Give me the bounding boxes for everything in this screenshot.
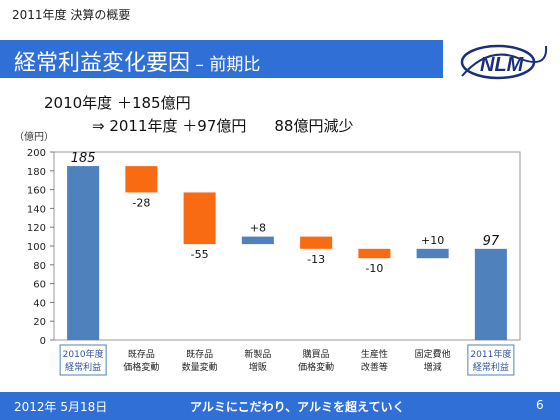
y-tick-label: 80 [33,261,46,272]
decrease-bar [125,166,158,193]
total-bar [67,166,100,340]
logo-text: NLM [480,54,525,76]
category-label: 数量変動 [182,361,218,373]
category-label: 新製品 [244,348,271,360]
y-axis-unit: （億円） [14,132,54,143]
category-label: 経常利益 [65,361,101,373]
data-label: -28 [132,196,150,209]
category-label: 価格変動 [298,361,334,373]
category-label: 増販 [249,361,267,373]
summary-2011-value: ⇒ 2011年度 ＋97億円 [92,117,247,135]
data-label: 185 [71,151,96,166]
category-label: 既存品 [186,348,213,360]
y-tick-label: 20 [33,317,46,328]
plot-area [53,151,521,341]
increase-bar [241,236,274,245]
data-label: -10 [365,262,383,275]
page-title-sub: – 前期比 [190,55,261,75]
page-title-main: 経常利益変化要因 [14,51,191,76]
data-label: +8 [250,222,266,235]
waterfall-chart: 0 20 40 60 80 100 120 140 160 180 200 185 -28 -55 +8 -… [27,148,521,376]
category-label: 2011年度 [470,348,511,360]
total-bar [474,248,507,340]
y-tick-label: 160 [27,186,46,197]
category-label-box [467,344,515,376]
y-tick-label: 0 [40,336,46,347]
decrease-bar [183,192,216,245]
category-label: 既存品 [128,348,155,360]
data-label: +10 [421,234,444,247]
category-label: 購買品 [303,348,330,360]
increase-bar [416,248,449,259]
decrease-bar [300,236,333,249]
category-label: 経常利益 [473,361,509,373]
title-bar: 経常利益変化要因 – 前期比 [0,40,443,78]
footer-bar [0,392,560,420]
category-label: 固定費他 [415,348,451,360]
top-caption: 2011年度 決算の概要 [12,8,131,22]
y-tick-label: 60 [33,280,46,291]
category-label: 増減 [424,361,442,373]
data-label: -13 [307,253,325,266]
summary-decrease: 88億円減少 [274,117,354,135]
decrease-bar [358,248,391,259]
summary-line-2010: 2010年度 ＋185億円 [44,94,191,112]
page-title: 経常利益変化要因 – 前期比 [14,45,260,77]
page-number: 6 [536,398,544,412]
category-label-box [59,344,107,376]
y-tick-label: 140 [27,204,46,215]
category-label: 2010年度 [63,348,104,360]
y-tick-label: 100 [27,242,46,253]
category-label: 改善等 [361,361,388,373]
y-tick-label: 200 [27,148,46,159]
logo-swoosh [461,45,548,77]
y-tick-label: 40 [33,298,46,309]
data-label: 97 [483,234,500,249]
category-label: 価格変動 [123,361,159,373]
category-label: 生産性 [361,348,388,360]
summary-line-2011: ⇒ 2011年度 ＋97億円 88億円減少 [92,115,353,136]
footer-date: 2012年 5月18日 [14,400,108,414]
company-logo-graphic: NLM [460,44,548,80]
y-tick-label: 180 [27,167,46,178]
company-logo: NLM [458,38,550,84]
footer-slogan: アルミにこだわり、アルミを超えていく [190,400,405,414]
data-label: -55 [191,248,209,261]
y-tick-label: 120 [27,223,46,234]
